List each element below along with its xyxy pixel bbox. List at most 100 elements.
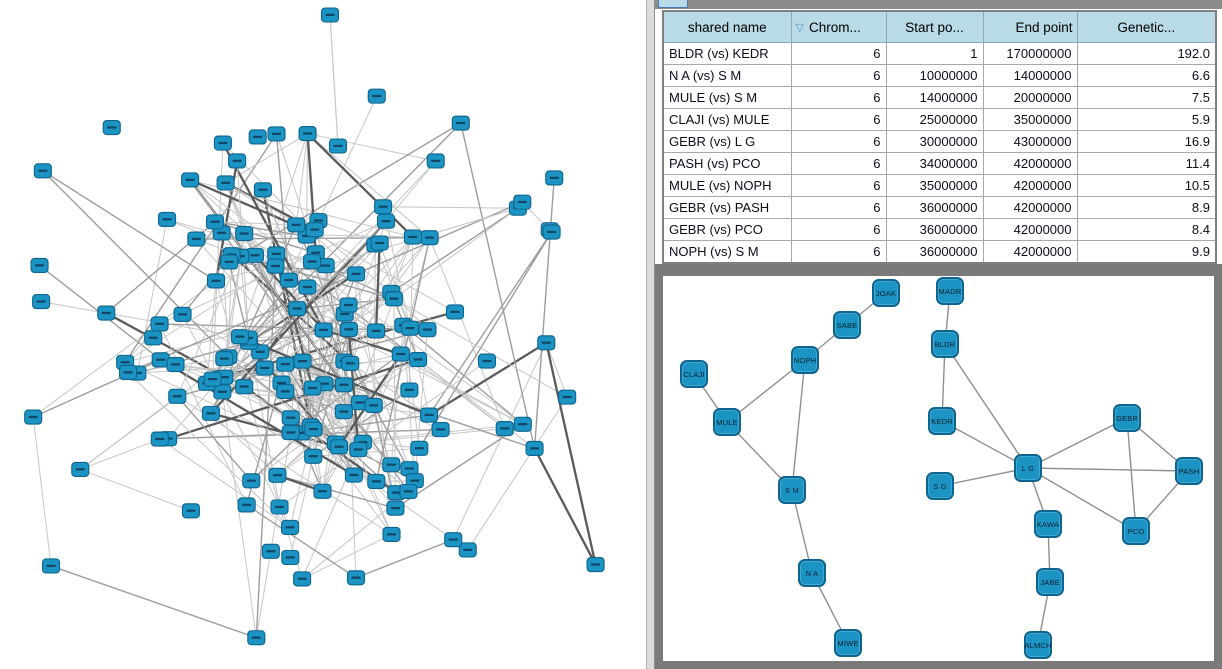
network-edge[interactable] (310, 231, 357, 275)
network-edge[interactable] (307, 133, 436, 162)
network-edge[interactable] (264, 242, 381, 369)
network-edge[interactable] (533, 177, 555, 449)
subnetwork-node-noph[interactable]: NOPH (791, 346, 819, 374)
network-edge[interactable] (418, 231, 553, 449)
network-edge[interactable] (296, 160, 437, 309)
network-edge[interactable] (429, 237, 506, 429)
table-row[interactable]: GEBR (vs) L G 6 30000000 43000000 16.9 (662, 130, 1217, 153)
table-row[interactable]: GEBR (vs) PCO 6 36000000 42000000 8.4 (662, 218, 1217, 241)
network-edge[interactable] (402, 324, 524, 425)
subnetwork-node-s-g[interactable]: S G (926, 472, 954, 500)
subnetwork-edge-L G-GEBR[interactable] (1027, 417, 1128, 469)
subnetwork-node-joak[interactable]: JOAK (872, 279, 900, 307)
network-edge[interactable] (254, 254, 325, 331)
network-edge[interactable] (124, 361, 377, 482)
network-edge[interactable] (545, 342, 568, 398)
network-edge[interactable] (296, 308, 524, 425)
subnetwork-node-kawa[interactable]: KAWA (1034, 510, 1062, 538)
column-header-start-po---[interactable]: Start po... (885, 10, 984, 43)
network-edge[interactable] (428, 341, 547, 417)
network-edge[interactable] (124, 265, 276, 363)
network-edge[interactable] (255, 432, 292, 638)
network-edge[interactable] (383, 206, 518, 209)
network-edge[interactable] (301, 432, 469, 551)
subnetwork-node-claji[interactable]: CLAJI (680, 360, 708, 388)
table-row[interactable]: PASH (vs) PCO 6 34000000 42000000 11.4 (662, 152, 1217, 175)
network-edge[interactable] (239, 256, 250, 343)
subnetwork-node-kedr[interactable]: KEDR (928, 407, 956, 435)
network-edge[interactable] (246, 504, 357, 579)
network-edge[interactable] (460, 122, 536, 449)
network-edge[interactable] (239, 335, 430, 417)
subnetwork-node-pco[interactable]: PCO (1122, 517, 1150, 545)
network-edge[interactable] (277, 411, 345, 476)
network-edge[interactable] (137, 341, 250, 374)
table-row[interactable]: NOPH (vs) S M 6 36000000 42000000 9.9 (662, 240, 1217, 264)
subnetwork-node-l-g[interactable]: L G (1014, 454, 1042, 482)
column-header-genetic---[interactable]: Genetic... (1076, 10, 1217, 43)
network-edge[interactable] (214, 221, 317, 254)
network-edge[interactable] (50, 565, 257, 639)
network-edge[interactable] (80, 468, 192, 512)
table-row[interactable]: CLAJI (vs) MULE 6 25000000 35000000 5.9 (662, 108, 1217, 131)
subnetwork-edge-BLDR-L G[interactable] (944, 343, 1029, 469)
network-edge[interactable] (284, 273, 357, 365)
subnetwork-edge-KEDR-L G[interactable] (941, 420, 1029, 469)
subnetwork-node-n-a[interactable]: N A (798, 559, 826, 587)
network-edge[interactable] (221, 142, 325, 331)
network-edge[interactable] (210, 413, 278, 476)
network-edge[interactable] (250, 432, 303, 482)
network-edge[interactable] (259, 244, 376, 353)
main-network-view[interactable] (0, 0, 646, 669)
subnetwork-node-bldr[interactable]: BLDR (931, 330, 959, 358)
network-edge[interactable] (127, 372, 291, 528)
network-edge[interactable] (374, 243, 381, 332)
subnetwork-panel[interactable] (655, 264, 1222, 669)
network-edge[interactable] (417, 359, 506, 429)
network-edge[interactable] (355, 539, 454, 579)
network-edge[interactable] (306, 132, 414, 238)
network-edge[interactable] (279, 360, 488, 508)
table-row[interactable]: GEBR (vs) PASH 6 36000000 42000000 8.9 (662, 196, 1217, 219)
corner-tab[interactable] (658, 0, 688, 8)
subnetwork-edge-L G-PCO[interactable] (1027, 467, 1137, 532)
network-edge[interactable] (295, 133, 309, 226)
network-edge[interactable] (136, 219, 168, 374)
network-edge[interactable] (260, 291, 392, 353)
subnetwork-node-mule[interactable]: MULE (713, 408, 741, 436)
table-row[interactable]: MULE (vs) S M 6 14000000 20000000 7.5 (662, 86, 1217, 109)
subnetwork-edge-L G-S G[interactable] (939, 467, 1029, 487)
subnetwork-node-madr[interactable]: MADR (936, 277, 964, 305)
network-edge[interactable] (393, 298, 396, 509)
network-edge[interactable] (348, 236, 414, 330)
network-edge[interactable] (348, 237, 431, 330)
network-edge[interactable] (289, 456, 314, 558)
network-edge[interactable] (467, 396, 568, 551)
column-header-shared-name[interactable]: shared name (662, 10, 792, 43)
network-edge[interactable] (225, 182, 456, 313)
panel-splitter[interactable] (646, 0, 655, 669)
network-edge[interactable] (277, 474, 396, 509)
network-edge[interactable] (214, 221, 307, 237)
subnetwork-node-jabe[interactable]: JABE (1036, 568, 1064, 596)
network-edge[interactable] (228, 261, 250, 343)
network-edge[interactable] (306, 235, 337, 444)
network-edge[interactable] (176, 256, 241, 397)
subnetwork-node-miwe[interactable]: MIWE (834, 629, 862, 657)
subnetwork-node-gebr[interactable]: GEBR (1113, 404, 1141, 432)
network-edge[interactable] (545, 342, 597, 565)
network-edge[interactable] (390, 236, 414, 293)
network-edge[interactable] (349, 363, 430, 416)
network-edge[interactable] (42, 170, 217, 282)
network-edge[interactable] (306, 133, 309, 237)
network-edge[interactable] (279, 506, 303, 580)
table-row[interactable]: MULE (vs) NOPH 6 35000000 42000000 10.5 (662, 174, 1217, 197)
column-header-end-point[interactable]: End point (982, 10, 1078, 43)
network-edge[interactable] (393, 207, 519, 300)
network-edge[interactable] (189, 179, 345, 386)
network-edge[interactable] (301, 533, 392, 580)
filter-funnel-icon[interactable]: ▽ (795, 21, 804, 34)
network-edge[interactable] (214, 221, 297, 226)
network-edge[interactable] (228, 122, 462, 263)
network-edge[interactable] (32, 280, 217, 418)
